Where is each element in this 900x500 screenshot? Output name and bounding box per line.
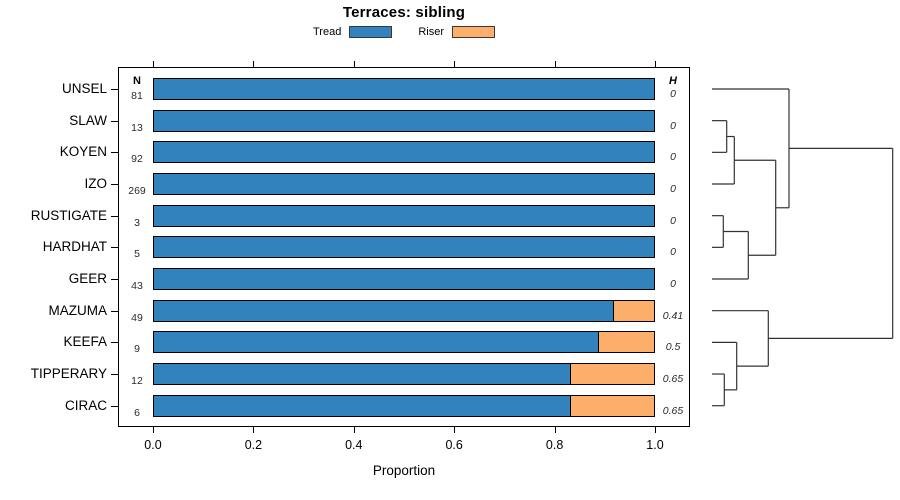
y-axis-tick: [111, 120, 118, 122]
h-value: 0.41: [662, 309, 684, 322]
row-label: SLAW: [69, 112, 107, 128]
h-value: 0.65: [662, 404, 684, 417]
legend-swatch-tread: [349, 26, 393, 38]
bar-segment-riser: [597, 331, 655, 354]
x-axis-tick: [454, 61, 456, 67]
row-label: HARDHAT: [42, 239, 107, 255]
n-value: 269: [128, 185, 146, 197]
row-label: MAZUMA: [48, 302, 108, 318]
y-axis-tick: [111, 184, 118, 185]
y-axis-tick: [111, 310, 118, 312]
x-axis-tick: [454, 427, 456, 433]
x-axis-tick: [655, 427, 656, 433]
row-label: GEER: [68, 271, 107, 287]
x-tick-label: 0.4: [345, 438, 363, 452]
n-value: 3: [134, 216, 140, 229]
legend-label-riser: Riser: [418, 26, 444, 38]
row-label: CIRAC: [64, 397, 107, 413]
legend: Tread Riser: [118, 26, 690, 38]
h-value: 0: [670, 278, 676, 291]
bar-segment-tread: [153, 141, 655, 164]
h-value: 0: [670, 151, 676, 164]
h-value: 0: [670, 214, 676, 227]
bar-segment-riser: [612, 299, 655, 322]
legend-item-riser: Riser: [418, 26, 495, 38]
y-axis-tick: [111, 342, 118, 344]
row-label: UNSEL: [61, 81, 107, 96]
bar-segment-tread: [153, 236, 655, 259]
legend-label-tread: Tread: [313, 26, 342, 38]
row-label: IZO: [84, 176, 108, 191]
x-tick-label: 0.0: [144, 438, 162, 452]
n-value: 81: [131, 90, 143, 102]
bar-segment-tread: [153, 204, 655, 227]
h-value: 0.65: [662, 373, 684, 386]
bar-segment-tread: [153, 78, 655, 100]
y-axis-tick: [111, 405, 118, 407]
y-axis-tick: [111, 279, 118, 281]
bar-segment-riser: [569, 363, 655, 386]
legend-swatch-riser: [452, 26, 495, 38]
bar-segment-riser: [569, 394, 655, 417]
row-label: TIPPERARY: [30, 366, 107, 382]
h-value: 0: [670, 88, 676, 100]
n-value: 13: [131, 121, 143, 134]
bar-segment-tread: [153, 173, 655, 195]
n-value: 9: [134, 343, 140, 356]
x-axis-tick: [554, 61, 556, 67]
n-value: 49: [131, 311, 143, 324]
y-axis-tick: [111, 89, 118, 90]
row-label: RUSTIGATE: [30, 207, 107, 223]
x-axis-tick: [253, 61, 255, 67]
x-axis-tick: [353, 427, 355, 433]
h-value: 0: [670, 119, 676, 132]
n-value: 43: [131, 280, 143, 293]
legend-item-tread: Tread: [313, 26, 393, 38]
x-axis-tick: [253, 427, 255, 433]
y-axis-tick: [111, 247, 118, 249]
x-axis-tick: [655, 61, 656, 67]
x-tick-label: 1.0: [646, 438, 664, 452]
x-axis-title: Proportion: [372, 463, 436, 478]
row-label: KEEFA: [63, 334, 107, 350]
n-value: 92: [131, 153, 143, 166]
h-value: 0.5: [665, 341, 681, 354]
n-value: 6: [134, 406, 140, 419]
row-label: KOYEN: [59, 144, 107, 160]
x-tick-label: 0.8: [545, 438, 564, 452]
n-column-header: N: [133, 75, 141, 87]
y-axis-tick: [111, 152, 118, 154]
h-value: 0: [670, 246, 676, 259]
x-axis-tick: [353, 61, 355, 67]
x-tick-label: 0.2: [244, 438, 263, 452]
y-axis-tick: [111, 215, 118, 217]
x-axis-tick: [153, 427, 154, 433]
chart-title: Terraces: sibling: [342, 4, 466, 21]
h-value: 0: [670, 183, 676, 195]
n-value: 12: [131, 375, 143, 388]
n-value: 5: [134, 248, 140, 261]
bar-segment-tread: [153, 109, 655, 132]
x-axis-tick: [153, 61, 154, 67]
x-axis-tick: [554, 427, 556, 433]
y-axis-tick: [111, 374, 118, 376]
x-tick-label: 0.6: [445, 438, 463, 452]
h-column-header: H: [669, 75, 677, 87]
bar-segment-tread: [153, 268, 655, 291]
